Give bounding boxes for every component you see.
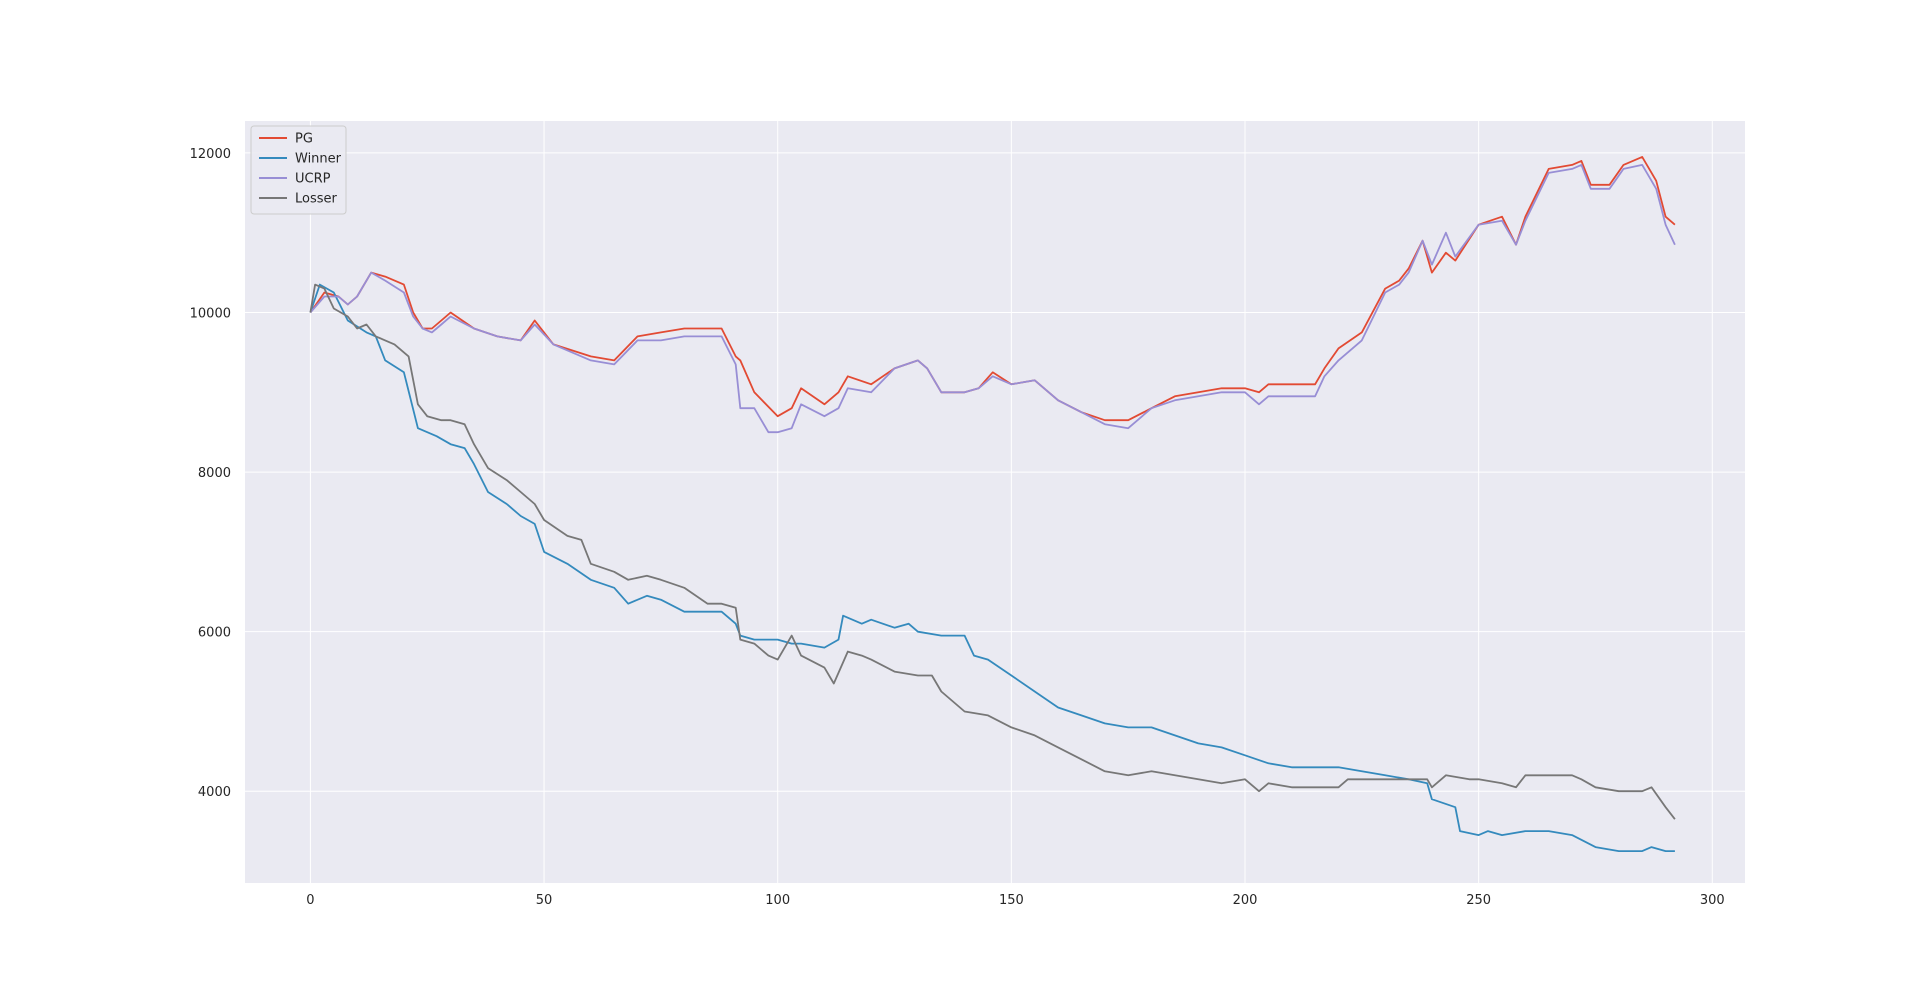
series-line-ucrp [309,164,1676,434]
legend-label-pg: PG [295,132,313,147]
legend-box [250,125,347,215]
series-line-losser [309,283,1676,820]
y-tick-label: 10000 [190,306,231,321]
legend: PG Winner UCRP Losser [250,125,347,215]
legend-label-ucrp: UCRP [295,172,331,187]
series-lines [309,156,1676,852]
series-line-winner [309,283,1675,852]
x-tick-label: 250 [1466,893,1491,908]
x-tick-label: 100 [765,893,790,908]
y-tick-label: 8000 [198,466,231,481]
tick-labels: 0 50 100 150 200 250 300 4000 6000 8000 10000 12000 [190,147,1725,908]
x-tick-label: 200 [1233,893,1258,908]
y-tick-label: 12000 [190,147,231,162]
legend-label-losser: Losser [295,192,338,207]
x-tick-label: 300 [1700,893,1725,908]
x-tick-label: 150 [999,893,1024,908]
grid-lines [245,121,1745,883]
plot-background [245,121,1745,883]
legend-label-winner: Winner [295,152,342,167]
y-tick-label: 6000 [198,626,231,641]
x-tick-label: 0 [306,893,314,908]
y-tick-label: 4000 [198,785,231,800]
x-tick-label: 50 [536,893,553,908]
